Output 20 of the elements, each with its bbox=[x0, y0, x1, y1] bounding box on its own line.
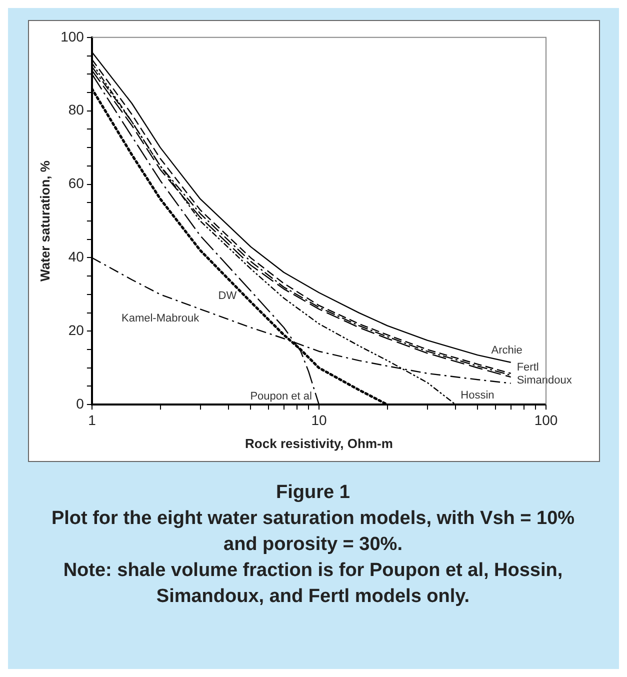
text: Note: shale volume fraction is for Poupon et al, Hossin, Simandoux, and Fertl models only. bbox=[62, 559, 564, 609]
x-tick-label: 10 bbox=[311, 412, 327, 428]
x-axis-title: Rock resistivity, Ohm-m bbox=[245, 436, 393, 451]
y-tick-label: 100 bbox=[60, 28, 84, 44]
text: Figure 1 bbox=[275, 481, 351, 505]
series-label: Poupon et al bbox=[250, 390, 312, 403]
y-tick-label: 20 bbox=[68, 322, 84, 338]
series-label: Archie bbox=[491, 344, 522, 356]
x-tick-label: 100 bbox=[534, 412, 558, 428]
text: Plot for the eight water saturation models, with Vsh = 10% and porosity = 30%. bbox=[50, 507, 576, 557]
y-tick-label: 80 bbox=[68, 102, 84, 118]
y-tick-label: 60 bbox=[68, 175, 84, 192]
series-label: Kamel-Mabrouk bbox=[121, 312, 200, 324]
series-label: Hossin bbox=[460, 390, 494, 402]
y-axis-title: Water saturation, % bbox=[37, 160, 52, 282]
series-label: Fertl bbox=[516, 361, 539, 374]
series-label: DW bbox=[218, 290, 238, 302]
x-tick-label: 1 bbox=[88, 412, 96, 428]
y-tick-label: 0 bbox=[76, 395, 84, 412]
y-tick-label: 40 bbox=[68, 248, 84, 265]
